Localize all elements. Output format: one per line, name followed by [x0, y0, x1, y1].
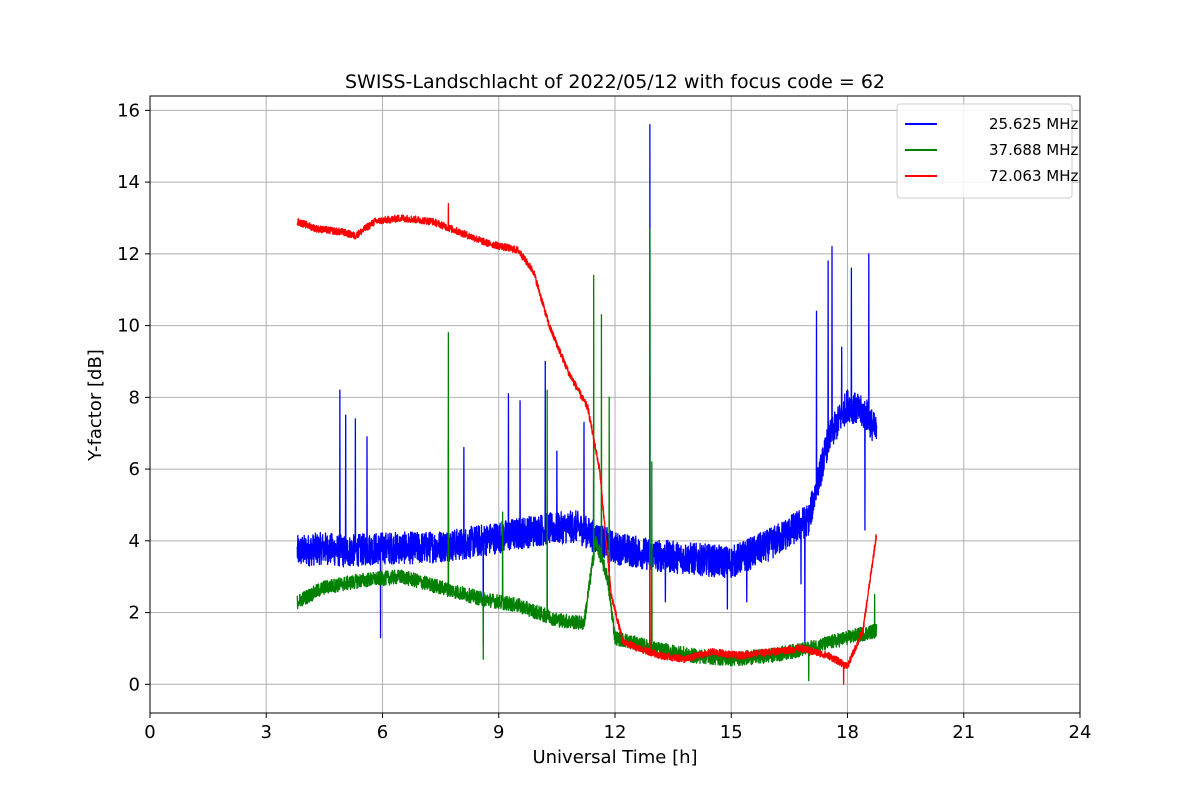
y-tick-label: 2 — [129, 603, 140, 624]
y-axis-title: Y-factor [dB] — [85, 349, 106, 462]
chart-title: SWISS-Landschlacht of 2022/05/12 with fo… — [345, 71, 885, 93]
x-tick-label: 24 — [1069, 722, 1092, 743]
x-tick-label: 15 — [720, 722, 743, 743]
y-tick-label: 10 — [117, 316, 140, 337]
x-tick-label: 12 — [604, 722, 627, 743]
series-line-25-625-mhz — [296, 124, 878, 650]
x-axis-title: Universal Time [h] — [532, 747, 697, 768]
x-axis: 0 3 6 9 12 15 18 21 24 — [144, 713, 1091, 743]
series-line-72-063-mhz — [296, 202, 878, 685]
y-tick-label: 8 — [129, 387, 140, 408]
y-tick-label: 6 — [129, 459, 140, 480]
legend-label: 25.625 MHz — [989, 115, 1078, 133]
x-tick-label: 21 — [952, 722, 975, 743]
x-tick-label: 0 — [144, 722, 155, 743]
plot-lines — [296, 124, 878, 685]
x-tick-label: 6 — [377, 722, 388, 743]
legend-label: 72.063 MHz — [989, 167, 1078, 185]
x-tick-label: 3 — [261, 722, 272, 743]
y-tick-label: 16 — [117, 100, 140, 121]
x-tick-label: 18 — [836, 722, 859, 743]
y-tick-label: 0 — [129, 674, 140, 695]
legend: 25.625 MHz 37.688 MHz 72.063 MHz — [896, 103, 1078, 199]
legend-label: 37.688 MHz — [989, 141, 1078, 159]
y-tick-label: 4 — [129, 531, 140, 552]
legend-box — [896, 103, 1073, 199]
x-tick-label: 9 — [493, 722, 504, 743]
y-tick-label: 12 — [117, 244, 140, 265]
y-axis: 0 2 4 6 8 10 12 14 16 — [117, 100, 150, 695]
y-tick-label: 14 — [117, 172, 140, 193]
series-line-37-688-mhz — [296, 228, 878, 682]
